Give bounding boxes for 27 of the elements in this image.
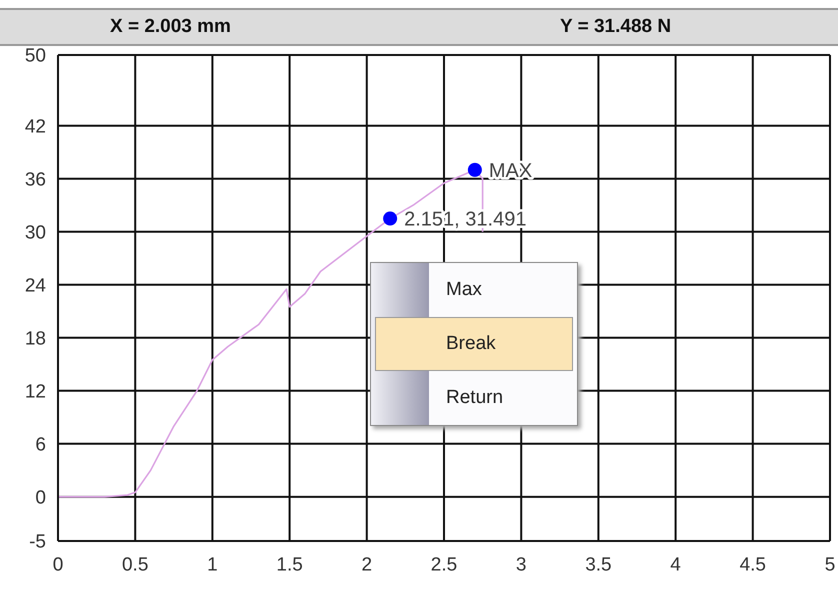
y-tick-label: 6: [35, 434, 46, 456]
x-tick-label: 1: [207, 554, 218, 576]
annotation: Return: [445, 386, 504, 410]
context-menu: Max Break Return: [370, 262, 578, 426]
x-tick-label: 2: [362, 554, 372, 576]
y-tick-label: 30: [24, 222, 46, 244]
y-tick-label: 0: [35, 488, 46, 509]
chart-title: X = 2.003 mm: [110, 16, 231, 38]
y-tick-label: 50: [24, 46, 46, 67]
x-tick-label: 5: [824, 554, 836, 576]
x-tick-label: 2.5: [430, 554, 458, 576]
x-tick-label: 3: [516, 554, 526, 576]
x-tick-label: 0: [52, 554, 64, 576]
y-tick-label: 24: [24, 275, 46, 296]
x-tick-label: 0.5: [122, 554, 148, 576]
y-tick-label: 36: [24, 169, 46, 190]
chart-subtitle: Y = 31.488 N: [560, 16, 672, 38]
y-tick-label: -5: [29, 532, 46, 553]
x-tick-label: 3.5: [585, 554, 612, 576]
y-tick-label: 42: [24, 116, 46, 138]
x-tick-label: 4.5: [740, 554, 766, 576]
x-tick-label: 4: [670, 554, 682, 576]
x-tick-label: 1.5: [276, 554, 303, 576]
y-tick-label: 18: [24, 328, 46, 350]
annotation: Break: [375, 317, 573, 371]
annotation: Max: [445, 278, 483, 302]
y-tick-label: 12: [24, 382, 46, 403]
